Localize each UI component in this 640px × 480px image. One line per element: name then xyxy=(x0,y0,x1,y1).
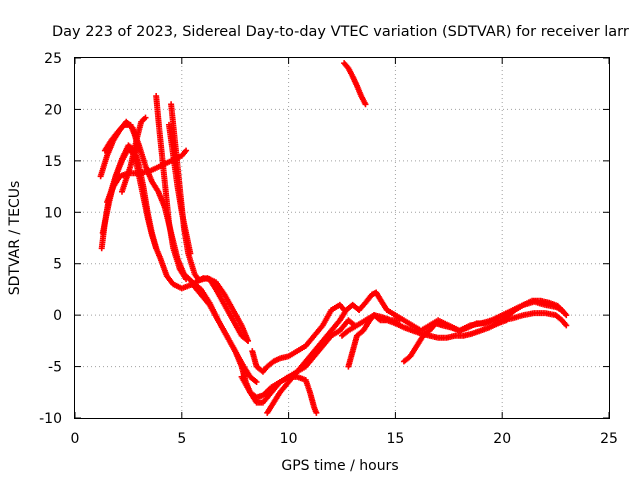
data-point xyxy=(136,147,143,154)
series-track-14 xyxy=(341,60,369,108)
x-tick-label: 20 xyxy=(493,431,511,447)
data-point xyxy=(563,322,570,329)
data-series xyxy=(97,60,570,416)
series-track-18 xyxy=(400,310,570,365)
y-tick-label: 20 xyxy=(44,102,62,118)
data-point xyxy=(313,409,320,416)
data-point xyxy=(563,312,570,319)
data-point xyxy=(142,114,149,121)
x-tick-labels: 0 5 10 15 20 25 xyxy=(71,431,618,447)
data-point xyxy=(183,147,190,154)
series-track-13 xyxy=(249,301,348,375)
series-track-9 xyxy=(165,121,194,257)
x-tick-label: 10 xyxy=(280,431,298,447)
y-tick-label: 25 xyxy=(44,51,62,67)
data-point xyxy=(396,317,403,324)
y-axis-label: SDTVAR / TECUs xyxy=(7,181,23,296)
data-point xyxy=(253,379,260,385)
y-tick-label: 15 xyxy=(44,154,62,170)
x-tick-label: 0 xyxy=(71,431,80,447)
data-point xyxy=(245,337,252,344)
series-track-6 xyxy=(118,114,149,195)
axis-ticks xyxy=(74,57,610,419)
data-point xyxy=(559,308,566,315)
x-tick-label: 5 xyxy=(177,431,186,447)
y-tick-label: 10 xyxy=(44,205,62,221)
data-point xyxy=(183,276,190,283)
series-track-17 xyxy=(339,312,403,339)
y-tick-label: 0 xyxy=(53,308,62,324)
plot-frame xyxy=(74,57,610,419)
data-point xyxy=(341,307,348,313)
series-track-7 xyxy=(153,93,190,283)
data-point xyxy=(187,250,194,257)
chart-title: Day 223 of 2023, Sidereal Day-to-day VTE… xyxy=(52,24,629,40)
data-point xyxy=(362,101,369,108)
x-tick-label: 25 xyxy=(600,431,618,447)
data-point xyxy=(153,245,160,252)
y-tick-label: -5 xyxy=(48,360,62,376)
x-axis-label: GPS time / hours xyxy=(281,458,398,474)
series-track-19 xyxy=(494,297,566,327)
y-tick-label: -10 xyxy=(39,411,62,427)
x-tick-label: 15 xyxy=(386,431,404,447)
series-track-12 xyxy=(264,301,363,416)
y-tick-label: 5 xyxy=(53,257,62,273)
y-tick-labels: -10 -5 0 5 10 15 20 25 xyxy=(39,51,62,427)
